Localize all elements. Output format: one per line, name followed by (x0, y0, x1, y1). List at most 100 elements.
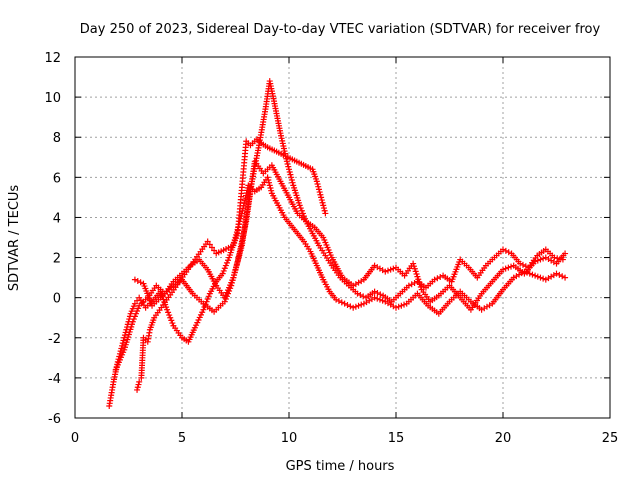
data-point (508, 263, 515, 270)
data-point (374, 289, 381, 296)
data-point (534, 257, 541, 264)
x-tick-label: 15 (388, 431, 405, 446)
y-tick-label: 10 (44, 91, 61, 106)
data-point (341, 300, 348, 307)
data-point (231, 271, 238, 278)
data-point (223, 259, 230, 266)
data-point (371, 288, 378, 295)
data-point (230, 274, 237, 281)
grid-lines (75, 57, 610, 418)
data-point (529, 271, 536, 278)
data-point (286, 166, 292, 173)
data-point (371, 294, 378, 301)
data-point (321, 207, 328, 214)
data-point (315, 186, 322, 193)
data-point (286, 168, 293, 175)
data-point (204, 296, 211, 303)
data-point (233, 261, 240, 268)
data-point (266, 179, 273, 186)
data-point (320, 202, 327, 209)
data-point (227, 285, 234, 292)
data-point (288, 177, 295, 184)
data-point (134, 386, 141, 393)
data-point (297, 205, 304, 212)
data-point (169, 320, 176, 327)
data-point (408, 281, 415, 288)
data-point (296, 202, 303, 209)
data-point (532, 272, 539, 279)
data-point (287, 171, 294, 178)
data-point (505, 249, 512, 256)
data-point (502, 265, 509, 272)
data-point (264, 174, 271, 181)
data-point (333, 296, 340, 303)
data-point (410, 263, 417, 270)
data-point (434, 275, 441, 282)
data-point (226, 287, 233, 294)
data-point (204, 238, 211, 245)
x-tick-label: 10 (281, 431, 298, 446)
data-point (208, 244, 215, 251)
data-point (318, 197, 325, 204)
data-point (352, 303, 359, 310)
data-point (517, 260, 524, 267)
data-point (203, 298, 210, 305)
data-point (410, 260, 417, 267)
data-point (553, 270, 560, 277)
y-axis-label: SDTVAR / TECUs (7, 185, 22, 292)
data-point (167, 314, 174, 321)
data-point (415, 276, 422, 283)
data-point (316, 189, 323, 196)
data-point (384, 267, 391, 274)
x-tick-label: 25 (602, 431, 619, 446)
data-point (390, 265, 397, 272)
data-point (416, 281, 423, 288)
data-point (168, 317, 175, 324)
y-tick-label: 0 (53, 292, 61, 307)
data-point (131, 300, 138, 307)
data-point (393, 304, 399, 311)
data-point (417, 284, 424, 291)
data-point (231, 269, 238, 276)
data-point (534, 273, 541, 280)
data-point (554, 255, 561, 262)
data-point (166, 312, 173, 319)
series-track-c (131, 158, 569, 315)
data-point (344, 302, 351, 309)
data-point (318, 194, 325, 201)
data-point (284, 160, 291, 167)
data-point (131, 276, 138, 283)
y-tick-label: 2 (53, 252, 61, 267)
data-point (220, 267, 227, 274)
data-point (219, 270, 226, 277)
data-point (135, 305, 142, 312)
data-point (302, 215, 309, 222)
data-point (314, 181, 321, 188)
data-point (526, 270, 533, 277)
data-point (350, 304, 357, 311)
data-point (225, 257, 232, 264)
data-point (299, 210, 306, 217)
data-point (374, 295, 381, 302)
series-track-a (106, 174, 569, 409)
plot-frame (74, 56, 611, 419)
data-point (376, 296, 383, 303)
data-point (559, 273, 566, 280)
data-point (120, 337, 127, 344)
data-point (405, 282, 412, 289)
data-point (298, 207, 305, 214)
data-point (136, 378, 143, 385)
data-point (532, 258, 539, 265)
data-point (556, 271, 563, 278)
data-point (320, 205, 327, 212)
data-point (222, 296, 229, 303)
data-point (382, 268, 389, 275)
data-point (355, 302, 362, 309)
data-point (121, 332, 128, 339)
data-point (129, 318, 136, 325)
y-tick-label: -4 (48, 372, 61, 387)
data-point (562, 250, 569, 257)
data-point (164, 306, 171, 313)
data-point (229, 277, 236, 284)
